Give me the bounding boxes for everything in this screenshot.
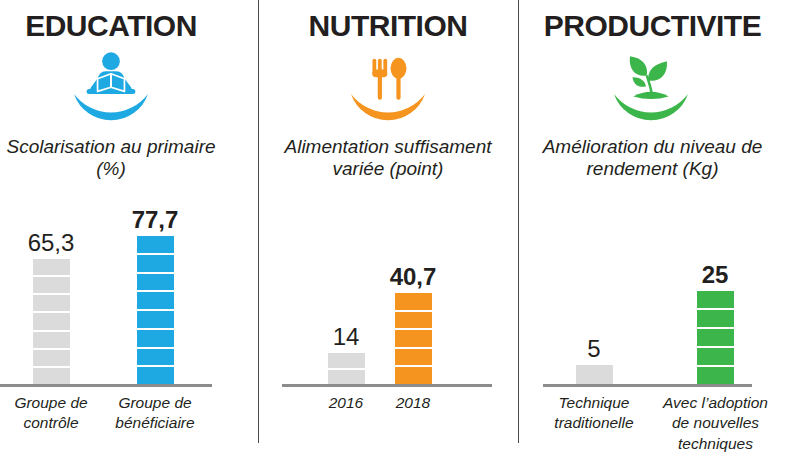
bar — [576, 365, 613, 384]
column-title: EDUCATION — [0, 8, 222, 44]
category-label: Groupe de bénéficiaire — [100, 393, 210, 434]
x-axis-line — [0, 384, 212, 387]
bar-group: 65,3 — [0, 195, 106, 384]
category-label: Technique traditionelle — [539, 393, 649, 434]
fork-spoon-icon — [346, 50, 430, 136]
plant-sprout-icon — [609, 50, 693, 136]
x-axis-line — [543, 384, 752, 387]
column-productivite: PRODUCTIVITE Amélioration du niveau de r… — [518, 0, 787, 456]
value-label: 14 — [333, 324, 360, 350]
bar — [33, 259, 70, 384]
column-subtitle: Scolarisation au primaire (%) — [0, 136, 222, 180]
category-label: 2018 — [373, 393, 453, 413]
x-axis-line — [282, 384, 492, 387]
infographic: { "columns": [ { "title": "EDUCATION", "… — [0, 0, 787, 456]
bar-group: 77,7 — [100, 195, 210, 384]
bar-group: 5 — [539, 195, 649, 384]
value-label: 65,3 — [28, 230, 75, 256]
bar — [697, 291, 734, 384]
category-label: Groupe de contrôle — [0, 393, 111, 434]
value-label: 77,7 — [132, 207, 179, 233]
value-label: 5 — [587, 336, 600, 362]
column-education: EDUCATION Scolarisation au primaire (%) … — [0, 0, 258, 456]
category-label: Avec l’adoption de nouvelles techniques — [658, 393, 773, 454]
bar-group: 40,7 — [358, 195, 468, 384]
bar — [137, 236, 174, 384]
value-label: 40,7 — [390, 264, 437, 290]
column-subtitle: Alimentation suffisament variée (point) — [258, 136, 518, 180]
column-subtitle: Amélioration du niveau de rendement (Kg) — [518, 136, 787, 180]
column-title: NUTRITION — [258, 8, 518, 44]
reading-student-icon — [69, 50, 153, 136]
bar — [395, 293, 432, 384]
column-nutrition: NUTRITION Alimentation suffisament varié… — [258, 0, 518, 456]
bar-group: 25 — [660, 195, 770, 384]
value-label: 25 — [702, 262, 729, 288]
column-title: PRODUCTIVITE — [518, 8, 787, 44]
